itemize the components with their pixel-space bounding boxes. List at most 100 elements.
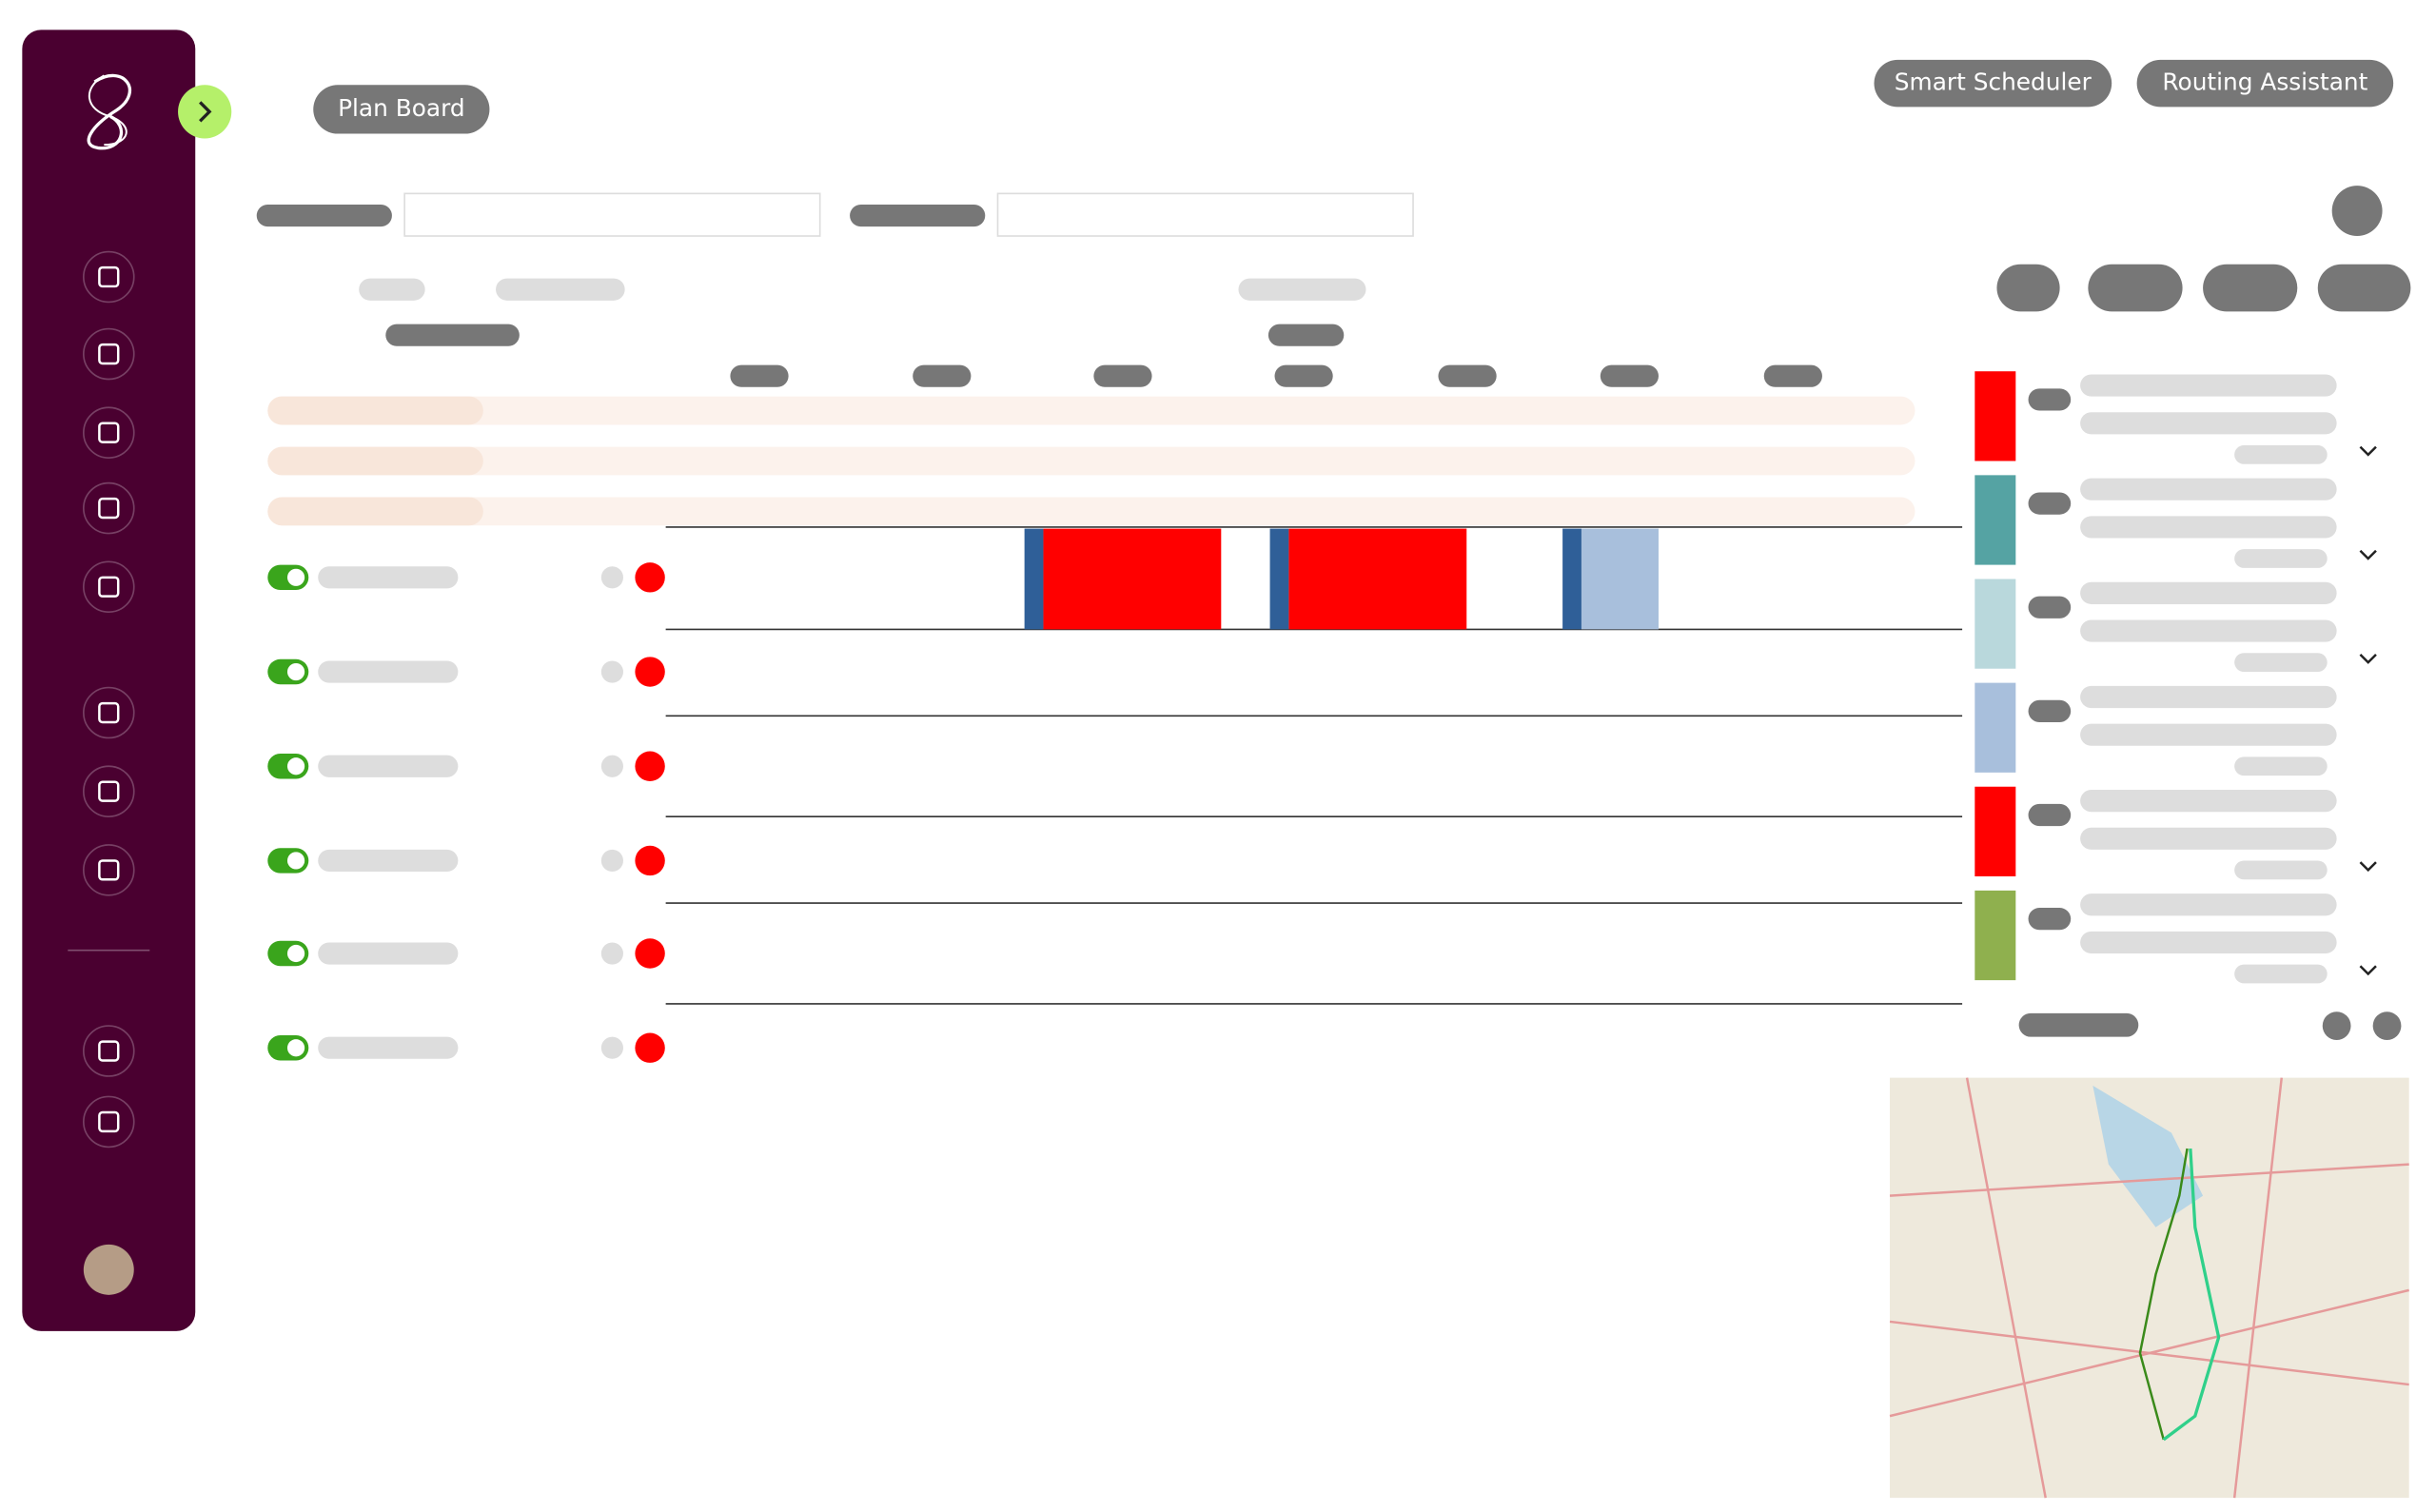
route [2138,1148,2189,1441]
placeholder [1267,324,1345,346]
filter-button[interactable] [2088,264,2183,312]
status-dot [635,845,665,876]
nav-icon[interactable] [83,250,135,304]
placeholder [2028,699,2072,722]
lane-label [267,497,483,526]
time-label [913,364,972,387]
placeholder [318,660,459,683]
placeholder [2018,1012,2139,1037]
nav-icon-glyph[interactable] [98,1110,120,1133]
nav-icon[interactable] [83,560,135,614]
pager-dot[interactable] [2322,1011,2351,1040]
lane [267,396,1915,425]
placeholder [318,755,459,777]
input[interactable] [403,192,821,237]
nav-icon-glyph[interactable] [98,1040,120,1062]
filter-button[interactable] [2203,264,2298,312]
time-label [1274,364,1333,387]
placeholder [2234,444,2328,464]
button-label[interactable]: Smart Scheduler [1895,69,2092,96]
status-dot [600,1036,623,1059]
expand-button[interactable] [178,85,232,139]
logo [88,74,128,147]
chevron[interactable] [199,101,212,123]
placeholder [496,278,625,301]
filter-button[interactable] [1996,264,2060,312]
status-dot [635,751,665,781]
lane [267,446,1915,476]
task-block[interactable] [1024,528,1044,630]
nav-icon[interactable] [83,1095,135,1149]
status-dot [600,942,623,965]
placeholder [318,1036,459,1059]
time-label [1093,364,1152,387]
expand-chevron[interactable] [2359,549,2377,560]
nav-icon[interactable] [83,481,135,535]
avatar[interactable] [83,1244,134,1295]
placeholder [2234,756,2328,776]
pager-dot[interactable] [2372,1011,2402,1040]
task-block[interactable] [1581,528,1659,630]
status-dot [635,938,665,969]
placeholder [2080,723,2337,746]
action-button[interactable] [2331,186,2383,237]
page-title: Plan Board [338,94,465,122]
toggle-knob[interactable] [286,662,305,681]
nav-icon-glyph[interactable] [98,780,120,802]
button-label[interactable]: Routing Assistant [2162,69,2367,96]
color-swatch [1974,579,2016,669]
toggle-knob[interactable] [286,944,305,963]
nav-icon[interactable] [83,406,135,459]
map-road [1889,1288,2409,1418]
map-road [2232,1077,2283,1499]
nav-icon-glyph[interactable] [98,265,120,288]
plan-board-tab[interactable] [313,85,490,134]
nav-icon[interactable] [83,327,135,381]
expand-chevron[interactable] [2359,445,2377,457]
nav-icon[interactable] [83,844,135,896]
nav-icon-glyph[interactable] [98,576,120,598]
task-block[interactable] [1043,528,1222,630]
routing-assistant-button[interactable] [2136,59,2394,108]
expand-chevron[interactable] [2359,861,2377,873]
filter-button[interactable] [2317,264,2411,312]
toggle-knob[interactable] [286,568,305,586]
toggle-knob[interactable] [286,757,305,776]
placeholder [2080,893,2337,916]
placeholder [385,324,520,346]
toggle-knob[interactable] [286,852,305,870]
nav-icon[interactable] [83,765,135,817]
status-dot [635,562,665,593]
task-block[interactable] [1269,528,1289,630]
placeholder [318,849,459,873]
input[interactable] [996,192,1414,237]
nav-icon-glyph[interactable] [98,422,120,443]
map-road [1965,1077,2047,1499]
nav-icon[interactable] [83,1025,135,1077]
smart-scheduler-button[interactable] [1874,59,2112,108]
nav-icon-glyph[interactable] [98,343,120,365]
logo [87,73,131,150]
nav-icon-glyph[interactable] [98,497,120,520]
expand-chevron[interactable] [2359,965,2377,976]
status-dot [600,755,623,777]
lane-label [267,446,483,476]
task-block[interactable] [1288,528,1467,630]
placeholder [850,204,986,227]
placeholder [2234,860,2328,880]
placeholder [2080,685,2337,709]
lane [267,497,1915,526]
nav-icon-glyph[interactable] [98,701,120,724]
status-dot [600,849,623,873]
color-swatch [1974,890,2016,981]
placeholder [2028,596,2072,619]
status-dot [635,657,665,687]
nav-icon-glyph[interactable] [98,859,120,881]
nav-icon[interactable] [83,686,135,739]
toggle-knob[interactable] [286,1039,305,1057]
task-block[interactable] [1562,528,1581,630]
lane-label [267,396,483,425]
placeholder [256,204,392,227]
expand-chevron[interactable] [2359,653,2377,664]
